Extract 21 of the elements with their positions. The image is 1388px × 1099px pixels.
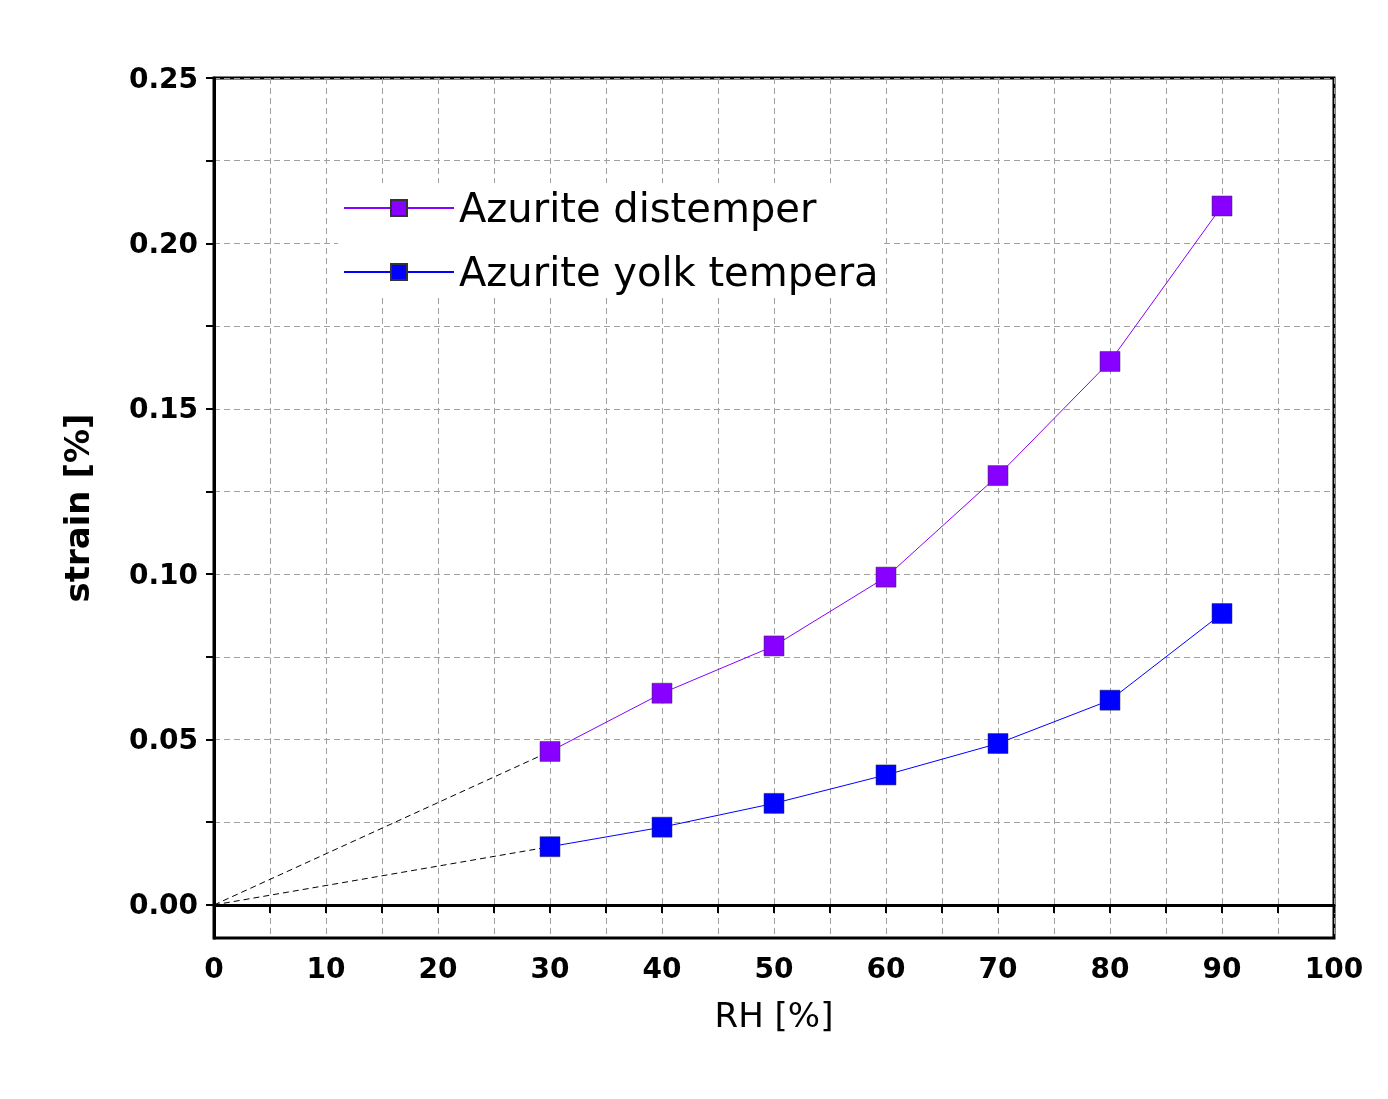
y-axis-title: strain [%] [57, 413, 97, 603]
legend-label: Azurite yolk tempera [459, 249, 879, 295]
x-tick-label: 50 [754, 951, 794, 985]
x-tick-label: 0 [204, 951, 224, 985]
y-tick-label: 0.20 [128, 226, 198, 260]
y-tick-label: 0.15 [128, 392, 198, 426]
x-tick-label: 20 [418, 951, 458, 985]
y-tick-label: 0.05 [128, 723, 198, 757]
x-axis-title: RH [%] [714, 995, 834, 1035]
y-tick-label: 0.25 [128, 61, 198, 95]
x-tick-label: 70 [978, 951, 1018, 985]
y-tick-label: 0.00 [128, 888, 198, 922]
x-tick-label: 100 [1304, 951, 1364, 985]
x-tick-label: 80 [1090, 951, 1130, 985]
x-tick-label: 10 [306, 951, 346, 985]
legend-label: Azurite distemper [459, 185, 817, 231]
x-tick-label: 40 [642, 951, 682, 985]
x-tick-label: 90 [1202, 951, 1242, 985]
x-tick-label: 60 [866, 951, 906, 985]
x-tick-label: 30 [530, 951, 570, 985]
y-tick-label: 0.10 [128, 557, 198, 591]
